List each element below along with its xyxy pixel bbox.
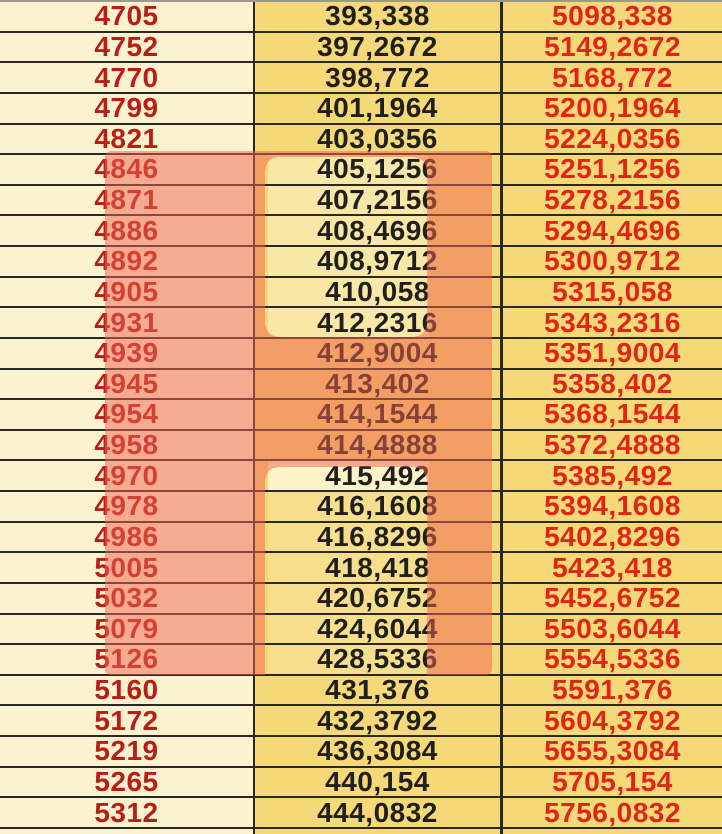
highlight-window-corner: [265, 157, 277, 169]
cell-c3[interactable]: 5168,772: [500, 63, 722, 92]
table-row: 5160 431,376 5591,376: [0, 675, 722, 707]
cell-c3[interactable]: 5294,4696: [500, 216, 722, 245]
cell-c3[interactable]: 5358,402: [500, 369, 722, 399]
table-row: 4770 398,772 5168,772: [0, 63, 722, 94]
cell-c3[interactable]: 5224,0356: [500, 124, 722, 154]
table-row: 4821 403,0356 5224,0356: [0, 124, 722, 156]
cell-c1: [0, 828, 253, 834]
cell-c3[interactable]: 5604,3792: [500, 706, 722, 735]
cell-c3[interactable]: 5149,2672: [500, 32, 722, 62]
highlight-overlay-middle-band: [265, 337, 427, 467]
highlight-overlay-right-band: [427, 151, 492, 675]
cell-c1[interactable]: 4799: [0, 93, 253, 123]
cell-c3[interactable]: 5452,6752: [500, 583, 722, 613]
cell-c2[interactable]: 444,0832: [253, 798, 500, 827]
cell-c3[interactable]: 5200,1964: [500, 93, 722, 123]
table-row: 5265 440,154 5705,154: [0, 767, 722, 799]
cell-c3[interactable]: 5368,1544: [500, 400, 722, 429]
cell-c3[interactable]: 5385,492: [500, 461, 722, 490]
cell-c3[interactable]: 5705,154: [500, 767, 722, 797]
cell-c2[interactable]: 431,376: [253, 675, 500, 705]
cell-c3[interactable]: 5423,418: [500, 553, 722, 582]
cell-c3[interactable]: 5098,338: [500, 2, 722, 31]
cell-c2[interactable]: 397,2672: [253, 32, 500, 62]
cell-c1[interactable]: 4821: [0, 124, 253, 154]
cell-c2[interactable]: 436,3084: [253, 737, 500, 766]
cell-c3[interactable]: 5372,4888: [500, 430, 722, 460]
cell-c2[interactable]: 401,1964: [253, 93, 500, 123]
table-row: 4752 397,2672 5149,2672: [0, 32, 722, 64]
highlight-window-corner: [415, 325, 427, 337]
cell-c2[interactable]: 398,772: [253, 63, 500, 92]
cell-c2[interactable]: 432,3792: [253, 706, 500, 735]
cell-c3[interactable]: 5343,2316: [500, 308, 722, 337]
cell-c2[interactable]: 393,338: [253, 2, 500, 31]
cell-c3[interactable]: 5554,5336: [500, 645, 722, 674]
cell-c3: [500, 828, 722, 834]
cell-c1[interactable]: 5160: [0, 675, 253, 705]
cell-c3[interactable]: 5394,1608: [500, 492, 722, 521]
table-row: 5312 444,0832 5756,0832: [0, 798, 722, 829]
cell-c3[interactable]: 5300,9712: [500, 247, 722, 276]
cell-c1[interactable]: 5172: [0, 706, 253, 735]
cell-c3[interactable]: 5756,0832: [500, 798, 722, 827]
cell-c3[interactable]: 5315,058: [500, 277, 722, 307]
highlight-window-corner: [415, 467, 427, 479]
table-row: 5172 432,3792 5604,3792: [0, 706, 722, 737]
table-row-partial: [0, 828, 722, 834]
cell-c1[interactable]: 5219: [0, 737, 253, 766]
cell-c3[interactable]: 5251,1256: [500, 155, 722, 184]
highlight-window-corner: [265, 325, 277, 337]
cell-c1[interactable]: 4770: [0, 63, 253, 92]
table-row: 4705 393,338 5098,338: [0, 2, 722, 33]
highlight-window-corner: [415, 157, 427, 169]
table-row: 5219 436,3084 5655,3084: [0, 737, 722, 768]
cell-c3[interactable]: 5503,6044: [500, 614, 722, 644]
cell-c2: [253, 828, 500, 834]
cell-c2[interactable]: 403,0356: [253, 124, 500, 154]
cell-c3[interactable]: 5278,2156: [500, 185, 722, 215]
cell-c3[interactable]: 5402,8296: [500, 522, 722, 552]
cell-c1[interactable]: 4705: [0, 2, 253, 31]
highlight-overlay-left-band: [105, 151, 265, 675]
cell-c2[interactable]: 440,154: [253, 767, 500, 797]
highlight-window-corner: [265, 467, 277, 479]
cell-c1[interactable]: 4752: [0, 32, 253, 62]
cell-c3[interactable]: 5591,376: [500, 675, 722, 705]
cell-c1[interactable]: 5312: [0, 798, 253, 827]
cell-c3[interactable]: 5655,3084: [500, 737, 722, 766]
top-grid-line: [0, 0, 722, 2]
table-row: 4799 401,1964 5200,1964: [0, 93, 722, 125]
highlight-overlay-top-band: [265, 151, 427, 157]
cell-c3[interactable]: 5351,9004: [500, 338, 722, 368]
cell-c1[interactable]: 5265: [0, 767, 253, 797]
